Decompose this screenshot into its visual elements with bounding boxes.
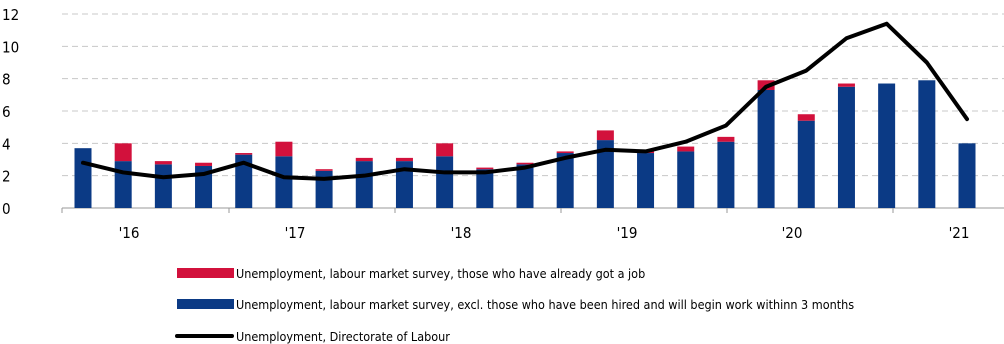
x-tick-label: '21 [949,224,970,242]
bar-survey-excl-hired [114,161,132,208]
bar-survey-already-got-job [717,136,735,142]
bar-survey-already-got-job [355,157,373,162]
bar-survey-already-got-job [556,151,574,154]
bar-survey-excl-hired [275,156,293,208]
bar-survey-excl-hired [395,161,413,208]
bar-survey-excl-hired [516,164,534,208]
bar-survey-already-got-job [516,162,534,165]
x-tick-label: '19 [617,224,638,242]
y-tick-label: 2 [2,168,11,186]
bar-survey-excl-hired [355,161,373,208]
y-tick-label: 0 [2,200,11,218]
y-tick-label: 4 [2,135,11,153]
gridlines [62,13,1004,177]
y-tick-label: 10 [2,38,19,56]
bar-survey-excl-hired [717,141,735,208]
bar-survey-excl-hired [74,148,92,208]
legend-label: Unemployment, Directorate of Labour [236,329,450,344]
bar-survey-already-got-job [677,146,695,152]
bar-survey-excl-hired [958,143,976,208]
bar-survey-already-got-job [195,162,213,166]
bar-survey-already-got-job [797,114,815,121]
bar-survey-already-got-job [395,157,413,162]
bar-survey-already-got-job [436,143,454,157]
x-tick-label: '17 [285,224,306,242]
bar-survey-excl-hired [637,153,655,208]
x-tick-label: '16 [119,224,140,242]
legend-label: Unemployment, labour market survey, thos… [236,266,645,281]
bar-survey-already-got-job [114,143,132,162]
line-directorate-of-labour [81,21,969,181]
y-tick-label: 12 [2,6,19,24]
bar-survey-already-got-job [837,83,855,87]
bar-survey-excl-hired [797,120,815,208]
bar-survey-excl-hired [436,156,454,208]
legend-swatch [177,299,234,309]
x-tick-label: '20 [782,224,803,242]
bar-survey-excl-hired [556,153,574,208]
bar-survey-already-got-job [235,153,253,155]
bar-survey-excl-hired [757,89,775,208]
bar-survey-already-got-job [315,169,333,171]
bars [74,80,976,208]
y-axis-tick-labels: 0 2 4 6 8 10 12 [2,6,19,218]
x-tick-label: '18 [451,224,472,242]
bar-survey-excl-hired [677,151,695,208]
bar-survey-excl-hired [315,170,333,208]
bar-survey-already-got-job [154,161,172,165]
bar-survey-excl-hired [878,83,896,208]
bar-survey-excl-hired [476,169,494,208]
bar-survey-excl-hired [918,80,936,208]
y-tick-label: 6 [2,103,11,121]
bar-survey-excl-hired [596,140,614,208]
bar-survey-already-got-job [476,167,494,170]
bar-survey-already-got-job [275,141,293,157]
bar-survey-excl-hired [235,154,253,208]
bar-survey-excl-hired [837,86,855,208]
line-series [81,21,969,181]
x-axis: '16 '17 '18 '19 '20 '21 [61,207,1004,242]
legend-label: Unemployment, labour market survey, excl… [236,297,854,312]
legend: Unemployment, labour market survey, thos… [175,266,854,344]
legend-swatch [177,268,234,278]
bar-survey-excl-hired [195,165,213,208]
bar-survey-excl-hired [154,164,172,208]
bar-survey-already-got-job [596,130,614,141]
y-tick-label: 8 [2,71,11,89]
